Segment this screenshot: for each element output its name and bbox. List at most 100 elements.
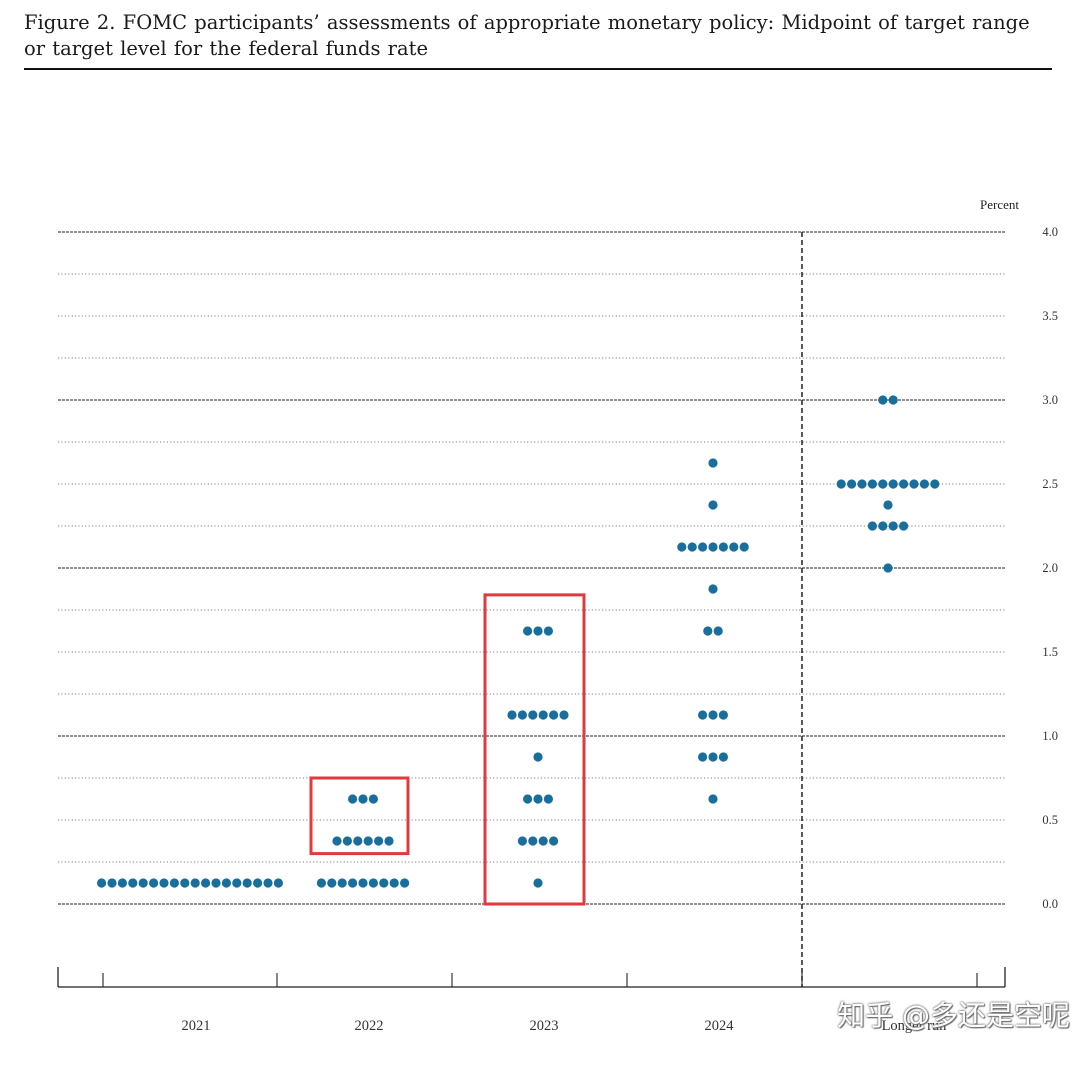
dot [242, 878, 252, 888]
dot [348, 794, 358, 804]
dot [708, 458, 718, 468]
dot [117, 878, 127, 888]
dot [149, 878, 159, 888]
dot [169, 878, 179, 888]
dot [729, 542, 739, 552]
dot [888, 395, 898, 405]
dot [899, 521, 909, 531]
dot [523, 794, 533, 804]
dot [337, 878, 347, 888]
dot [883, 500, 893, 510]
dot [718, 542, 729, 552]
figure-title: Figure 2. FOMC participants’ assessments… [24, 11, 1030, 60]
dot [698, 542, 708, 552]
title-rule [24, 68, 1052, 70]
dot [190, 878, 200, 888]
dot [549, 836, 559, 846]
x-axis-category-labels: 2021 2022 2023 2024 Longer run [182, 1018, 948, 1034]
dot [847, 479, 857, 489]
dot [718, 710, 729, 720]
dot [538, 710, 548, 720]
dot [348, 878, 358, 888]
dot [523, 626, 533, 636]
dot [211, 878, 221, 888]
dot [533, 752, 543, 762]
dot [919, 479, 930, 489]
y-tick-label: 3.0 [1042, 393, 1058, 407]
dot [867, 521, 878, 531]
x-category-label: 2024 [705, 1018, 735, 1034]
dot [327, 878, 337, 888]
dot [677, 542, 687, 552]
dot [342, 836, 352, 846]
dot [708, 794, 718, 804]
dot [888, 521, 898, 531]
dot [543, 626, 554, 636]
dot [857, 479, 867, 489]
dot [533, 794, 543, 804]
dot [703, 626, 713, 636]
y-axis-label: Percent [980, 197, 1019, 212]
dot [273, 878, 283, 888]
dot [517, 710, 528, 720]
watermark: 知乎 @多还是空呢 [837, 999, 1070, 1032]
dot [708, 584, 718, 594]
dot [836, 479, 846, 489]
dot [899, 479, 909, 489]
x-axis [57, 232, 1006, 988]
dot [358, 794, 368, 804]
dot [332, 836, 342, 846]
dot [384, 836, 394, 846]
dot [528, 710, 538, 720]
dot [739, 542, 749, 552]
dot [400, 878, 410, 888]
dot [930, 479, 940, 489]
dot [533, 878, 543, 888]
dot [708, 752, 718, 762]
highlight-box [483, 593, 586, 906]
y-axis-tick-labels: 0.0 0.5 1.0 1.5 2.0 2.5 3.0 3.5 4.0 [1042, 225, 1058, 911]
dot [909, 479, 919, 489]
dot [698, 710, 708, 720]
dot [867, 479, 878, 489]
y-tick-label: 2.5 [1042, 477, 1058, 491]
dot [549, 710, 559, 720]
dot [232, 878, 242, 888]
dot [363, 836, 373, 846]
y-tick-label: 3.5 [1042, 309, 1058, 323]
y-tick-label: 0.0 [1042, 897, 1058, 911]
dot [533, 626, 543, 636]
dot [538, 836, 548, 846]
y-tick-label: 1.5 [1042, 645, 1058, 659]
x-category-label: 2022 [355, 1018, 384, 1034]
dot [316, 878, 326, 888]
dot [708, 542, 718, 552]
dot [128, 878, 138, 888]
dot [708, 710, 718, 720]
dots [97, 395, 940, 888]
dot [888, 479, 898, 489]
dot [221, 878, 231, 888]
dot [878, 521, 888, 531]
dot [687, 542, 697, 552]
dot [713, 626, 723, 636]
highlight-boxes [309, 593, 586, 906]
dot [883, 563, 893, 573]
y-tick-label: 0.5 [1042, 813, 1058, 827]
dot [708, 500, 718, 510]
dot [107, 878, 117, 888]
dot [253, 878, 263, 888]
dot [353, 836, 363, 846]
dot [263, 878, 273, 888]
x-category-label: 2021 [182, 1018, 211, 1034]
dot [517, 836, 528, 846]
dot [878, 395, 888, 405]
dot [180, 878, 190, 888]
dot [368, 878, 378, 888]
dot [97, 878, 107, 888]
dot [379, 878, 389, 888]
dot [543, 794, 554, 804]
dot [559, 710, 569, 720]
x-category-label: Longer run [882, 1018, 948, 1034]
